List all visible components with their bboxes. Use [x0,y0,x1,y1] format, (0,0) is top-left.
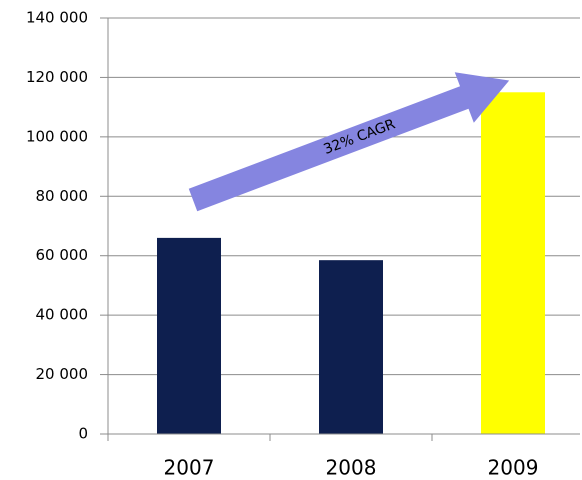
bar [157,237,221,434]
y-tick-label: 20 000 [36,365,89,383]
y-tick-label: 60 000 [36,246,89,264]
x-tick-label: 2009 [488,456,539,480]
y-tick-label: 120 000 [26,68,88,86]
y-tick-label: 100 000 [26,127,88,145]
y-tick-label: 0 [78,425,88,443]
y-tick-label: 40 000 [36,306,89,324]
bar [481,92,545,435]
x-tick-label: 2007 [164,456,215,480]
y-tick-label: 140 000 [26,9,88,27]
axes: 0 20 000 40 000 60 000 80 000 100 000 120 000 1… [26,9,580,480]
arrow-shape [188,72,510,212]
bars [157,92,545,435]
y-tick-label: 80 000 [36,187,89,205]
cagr-arrow: 32% CAGR [188,72,510,212]
bar [319,260,383,434]
x-tick-label: 2008 [326,456,377,480]
